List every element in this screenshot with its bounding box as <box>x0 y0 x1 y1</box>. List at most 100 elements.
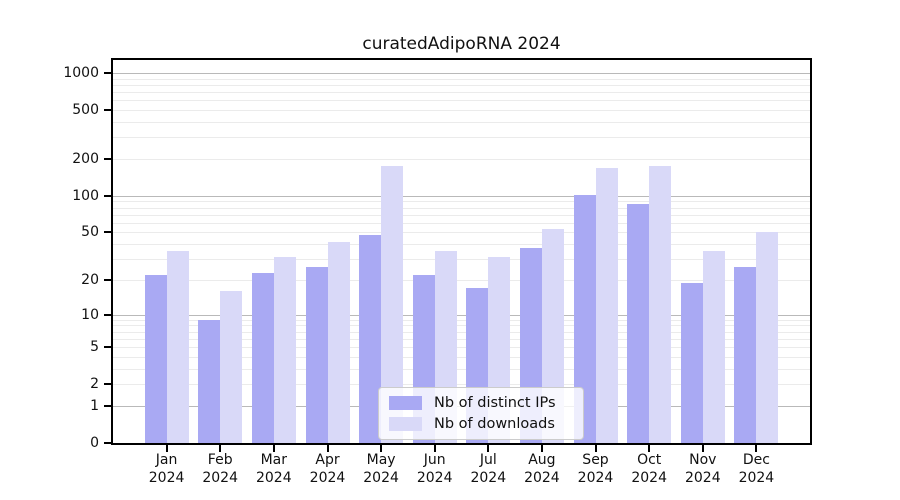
x-tick-mark <box>380 445 383 452</box>
y-tick-label: 50 <box>81 224 99 241</box>
bar-jan-downloads <box>166 251 189 443</box>
y-tick-mark <box>104 72 111 74</box>
minor-gridline <box>113 92 810 94</box>
minor-gridline <box>113 214 810 216</box>
y-tick-label: 0 <box>90 435 99 451</box>
y-tick-label: 1000 <box>63 65 99 81</box>
minor-gridline <box>113 279 810 281</box>
y-tick-label: 5 <box>90 339 99 355</box>
minor-gridline <box>113 137 810 139</box>
plot-area: 0 1 2 5 10 20 50 100 200 500 1000 Jan 2024 Feb 2024 Mar… <box>63 58 812 486</box>
bar-oct-distinct-ips <box>627 204 650 443</box>
legend-label-distinct-ips: Nb of distinct IPs <box>434 395 556 411</box>
y-tick-mark <box>104 383 111 386</box>
x-tick-mark <box>433 445 436 452</box>
y-tick-mark <box>104 109 111 112</box>
y-tick-mark <box>104 231 111 234</box>
minor-gridline <box>113 232 810 234</box>
x-tick-mark <box>165 445 168 452</box>
bar-feb-distinct-ips <box>198 319 221 443</box>
bar-mar-downloads <box>273 257 296 443</box>
minor-gridline <box>113 338 810 340</box>
bar-nov-downloads <box>702 251 725 443</box>
y-tick-mark <box>104 346 111 348</box>
minor-gridline <box>113 122 810 123</box>
bar-may-distinct-ips <box>359 234 382 443</box>
x-tick-label-sep: Sep 2024 <box>577 452 614 486</box>
minor-gridline <box>113 110 810 112</box>
chart-title: curatedAdipoRNA 2024 <box>362 34 561 54</box>
x-tick-label-nov: Nov 2024 <box>684 452 721 486</box>
legend-row-distinct-ips: Nb of distinct IPs <box>389 395 573 411</box>
minor-gridline <box>113 325 810 327</box>
major-gridline <box>113 314 810 316</box>
bar-oct-downloads <box>649 165 672 443</box>
x-tick-mark <box>701 445 704 452</box>
x-tick-label-oct: Oct 2024 <box>631 452 668 486</box>
minor-gridline <box>113 244 810 246</box>
x-tick-label-jul: Jul 2024 <box>470 452 507 486</box>
minor-gridline <box>113 201 810 203</box>
legend-label-downloads: Nb of downloads <box>434 416 555 432</box>
minor-gridline <box>113 347 810 348</box>
y-tick-mark <box>104 442 111 444</box>
bar-sep-downloads <box>595 168 618 443</box>
y-tick-mark <box>104 313 111 316</box>
x-tick-mark <box>648 445 651 452</box>
bar-dec-distinct-ips <box>734 266 757 443</box>
y-tick-label: 20 <box>81 271 99 288</box>
minor-gridline <box>113 319 810 321</box>
minor-gridline <box>113 78 810 80</box>
x-tick-label-jan: Jan 2024 <box>148 452 185 486</box>
x-tick-label-dec: Dec 2024 <box>738 452 775 486</box>
bar-may-downloads <box>381 165 404 443</box>
minor-gridline <box>113 384 810 386</box>
legend: Nb of distinct IPs Nb of downloads <box>378 387 584 440</box>
bar-mar-distinct-ips <box>251 272 274 443</box>
minor-gridline <box>113 356 810 358</box>
x-tick-mark <box>540 445 543 452</box>
x-tick-label-apr: Apr 2024 <box>309 452 346 486</box>
minor-gridline <box>113 259 810 261</box>
bar-apr-distinct-ips <box>305 266 328 443</box>
y-tick-label: 200 <box>72 151 99 167</box>
bar-nov-distinct-ips <box>680 282 703 443</box>
minor-gridline <box>113 368 810 370</box>
minor-gridline <box>113 222 810 224</box>
x-tick-mark <box>219 445 222 452</box>
x-tick-mark <box>487 445 490 452</box>
y-tick-label: 2 <box>90 376 99 393</box>
x-tick-label-feb: Feb 2024 <box>202 452 239 486</box>
y-tick-mark <box>104 404 111 407</box>
x-tick-label-jun: Jun 2024 <box>416 452 453 486</box>
y-tick-label: 500 <box>72 102 99 119</box>
x-tick-mark <box>594 445 597 452</box>
minor-gridline <box>113 207 810 209</box>
minor-gridline <box>113 159 810 160</box>
bar-dec-downloads <box>756 232 779 443</box>
minor-gridline <box>113 84 810 86</box>
y-tick-mark <box>104 194 111 197</box>
legend-swatch-distinct-ips <box>389 396 422 410</box>
y-tick-mark <box>104 278 111 281</box>
minor-gridline <box>113 331 810 333</box>
x-tick-mark <box>272 445 275 452</box>
bar-feb-downloads <box>220 291 243 443</box>
x-tick-label-may: May 2024 <box>363 452 399 486</box>
bar-sep-distinct-ips <box>573 194 596 443</box>
legend-row-downloads: Nb of downloads <box>389 416 573 432</box>
y-tick-mark <box>104 158 111 160</box>
x-tick-label-mar: Mar 2024 <box>255 452 292 486</box>
y-tick-label: 10 <box>81 306 99 323</box>
minor-gridline <box>113 100 810 102</box>
x-tick-mark <box>326 445 329 452</box>
x-tick-label-aug: Aug 2024 <box>524 452 560 486</box>
legend-swatch-downloads <box>389 417 422 431</box>
bar-apr-downloads <box>327 241 350 443</box>
bar-jan-distinct-ips <box>144 275 167 443</box>
y-tick-label: 1 <box>90 397 99 414</box>
x-tick-mark <box>755 445 758 452</box>
major-gridline <box>113 195 810 197</box>
major-gridline <box>113 73 810 74</box>
